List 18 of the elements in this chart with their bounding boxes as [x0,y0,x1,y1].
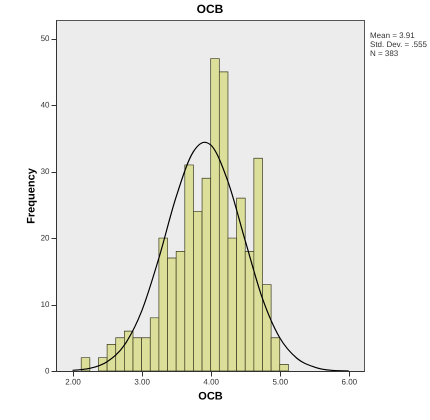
line-series [72,142,350,371]
x-tick-label: 3.00 [134,378,150,386]
y-tick-label: 10 [40,300,50,310]
text: Std. Dev. = .555 [370,40,428,49]
x-tick-label: 4.00 [203,378,220,386]
y-tick-label: 20 [40,234,50,243]
y-tick-label: 40 [40,100,50,110]
y-axis-title: Frequency [26,167,38,224]
y-tick-label: 30 [40,167,50,176]
y-tick-label: 50 [40,34,50,44]
text: N = 383 [370,49,399,58]
x-tick-label: 6.00 [342,378,358,386]
x-axis-title: OCB [198,390,223,402]
x-tick-label: 5.00 [272,378,289,386]
y-tick-label: 0 [45,366,50,376]
chart-title: OCB [196,2,224,16]
x-tick-label: 2.00 [65,378,82,386]
text: Mean = 3.91 [370,31,416,40]
